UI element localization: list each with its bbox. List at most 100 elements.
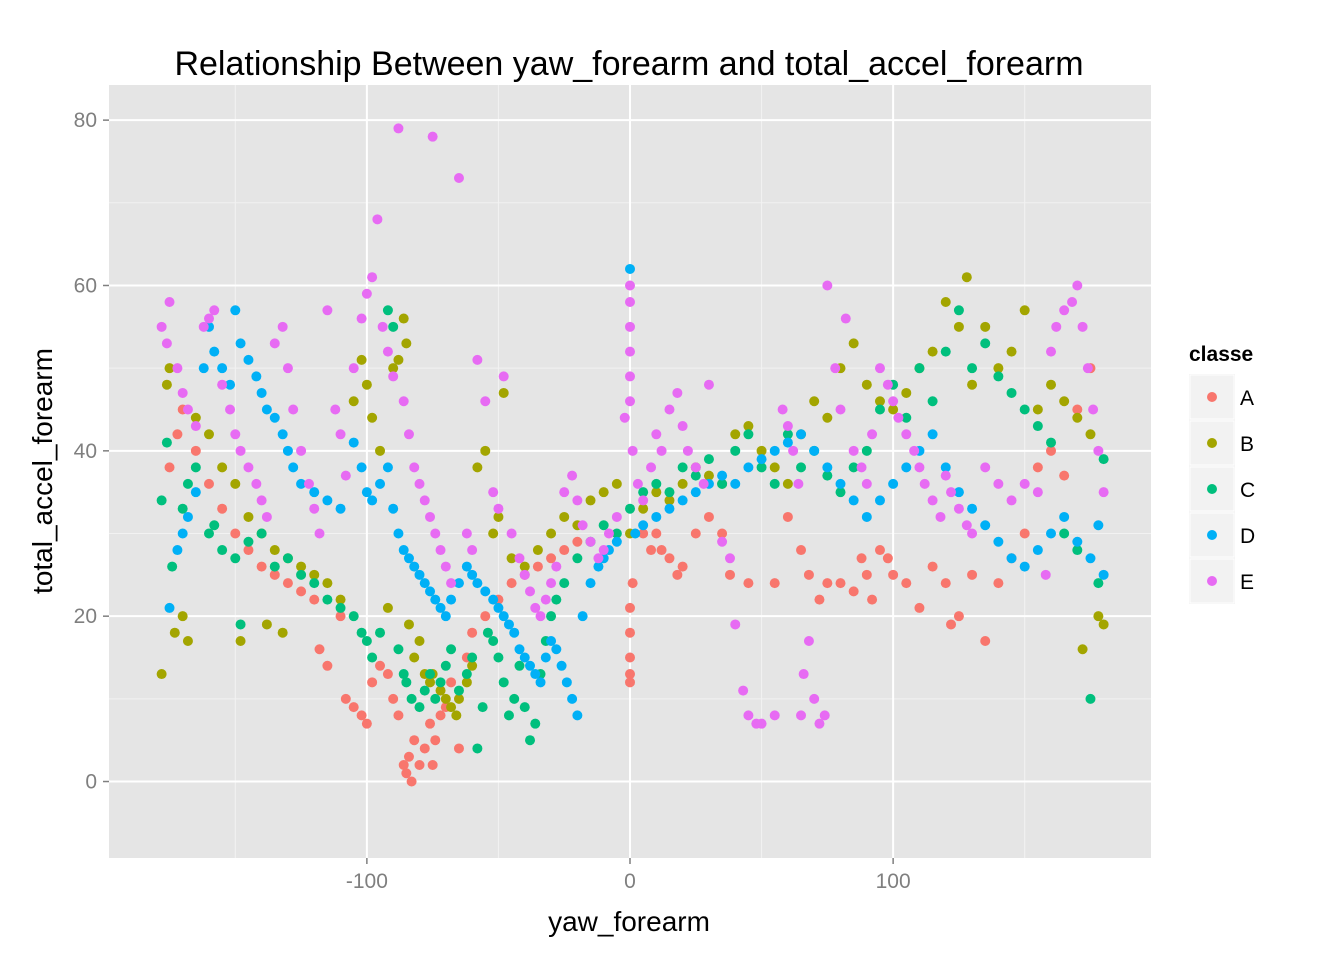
point-C [625,503,635,514]
point-A [446,677,457,688]
point-A [190,445,201,456]
point-D [967,503,978,514]
point-A [375,660,386,671]
point-E [822,280,833,291]
point-E [377,321,388,332]
point-D [425,586,436,597]
point-B [488,528,499,539]
point-B [177,611,188,622]
point-E [893,412,904,423]
point-A [356,710,367,721]
point-B [585,495,596,506]
point-B [888,404,899,415]
point-E [530,602,541,613]
point-E [335,429,346,440]
point-E [882,379,893,390]
point-A [393,710,404,721]
point-C [488,635,499,646]
point-B [493,511,504,522]
point-D [593,561,604,572]
point-C [1019,404,1030,415]
point-C [769,478,780,489]
point-C [243,536,254,547]
point-A [672,569,683,580]
point-C [677,462,688,473]
point-B [638,503,649,514]
point-D [409,561,420,572]
point-D [177,528,188,539]
point-E [403,429,414,440]
point-C [348,611,359,622]
point-A [425,718,436,729]
point-E [743,710,754,721]
point-A [401,768,412,779]
point-C [461,669,472,680]
point-A [940,578,951,589]
point-A [435,710,446,721]
point-D [611,536,622,547]
point-E [172,363,183,374]
point-B [156,669,167,680]
point-C [953,305,964,316]
point-D [256,387,267,398]
point-C [482,627,493,638]
point-E [698,478,709,489]
point-C [161,437,172,448]
point-D [561,677,572,688]
point-E [1040,569,1051,580]
point-E [203,313,214,324]
point-E [372,214,383,225]
y-tick-label: 60 [74,274,97,297]
point-B [1085,429,1096,440]
point-A [256,561,267,572]
point-C [519,702,530,713]
point-A [282,578,293,589]
point-A [506,578,517,589]
point-D [585,578,596,589]
point-A [882,553,893,564]
point-E [525,586,536,597]
point-C [1032,421,1043,432]
point-A [625,627,635,638]
point-D [888,478,899,489]
point-D [388,503,399,514]
point-A [314,644,325,655]
point-E [724,553,735,564]
point-C [927,396,938,407]
point-B [261,619,272,630]
point-A [419,743,430,754]
point-D [577,611,588,622]
point-C [530,718,541,729]
point-D [375,478,386,489]
point-E [1006,495,1017,506]
point-E [953,503,964,514]
point-B [451,710,462,721]
point-E [225,404,236,415]
point-D [769,445,780,456]
point-A [677,561,688,572]
point-A [803,569,814,580]
point-D [1085,553,1096,564]
point-E [598,545,609,556]
point-B [161,379,172,390]
point-E [209,305,220,316]
point-C [322,594,333,605]
point-E [577,520,588,531]
point-A [172,429,183,440]
point-A [559,545,570,556]
point-B [414,635,425,646]
point-E [493,503,504,514]
point-B [756,445,767,456]
point-D [498,611,509,622]
point-E [625,280,635,291]
point-B [296,561,307,572]
point-B [440,693,451,704]
point-D [269,412,280,423]
point-D [419,578,430,589]
point-B [388,363,399,374]
point-B [861,379,872,390]
point-A [888,569,899,580]
point-A [651,528,662,539]
point-E [861,478,872,489]
point-A [480,611,491,622]
